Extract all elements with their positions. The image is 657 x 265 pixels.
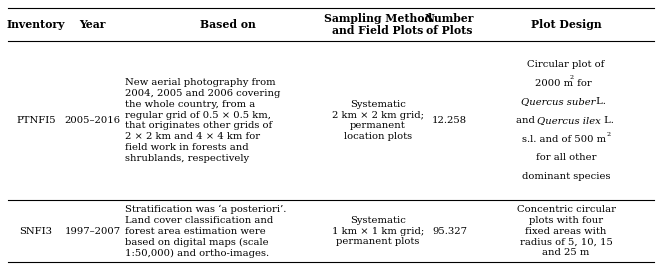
Text: Sampling Method
and Field Plots: Sampling Method and Field Plots (324, 13, 432, 36)
Text: Systematic
2 km × 2 km grid;
permanent
location plots: Systematic 2 km × 2 km grid; permanent l… (332, 100, 424, 141)
Text: 2000 m: 2000 m (535, 79, 574, 88)
Text: Based on: Based on (200, 19, 256, 30)
Text: L.: L. (593, 97, 606, 106)
Text: SNFI3: SNFI3 (19, 227, 53, 236)
Text: Quercus suber: Quercus suber (521, 97, 596, 106)
Text: for all other: for all other (535, 153, 597, 162)
Text: 2: 2 (570, 76, 574, 80)
Text: PTNFI5: PTNFI5 (16, 116, 56, 125)
Text: Number
of Plots: Number of Plots (425, 13, 474, 36)
Text: Circular plot of: Circular plot of (528, 60, 604, 69)
Text: 12.258: 12.258 (432, 116, 467, 125)
Text: Year: Year (79, 19, 106, 30)
Text: 2005–2016: 2005–2016 (64, 116, 121, 125)
Text: Systematic
1 km × 1 km grid;
permanent plots: Systematic 1 km × 1 km grid; permanent p… (332, 216, 424, 246)
Text: 2: 2 (607, 131, 611, 136)
Text: Plot Design: Plot Design (531, 19, 601, 30)
Text: L.: L. (600, 116, 614, 125)
Text: Concentric circular
plots with four
fixed areas with
radius of 5, 10, 15
and 25 : Concentric circular plots with four fixe… (516, 205, 616, 257)
Text: and: and (516, 116, 538, 125)
Text: 1997–2007: 1997–2007 (64, 227, 121, 236)
Text: Quercus ilex: Quercus ilex (537, 116, 600, 125)
Text: for: for (574, 79, 591, 88)
Text: New aerial photography from
2004, 2005 and 2006 covering
the whole country, from: New aerial photography from 2004, 2005 a… (125, 78, 280, 163)
Text: Stratification was ‘a posteriori’.
Land cover classification and
forest area est: Stratification was ‘a posteriori’. Land … (125, 205, 286, 258)
Text: Inventory: Inventory (7, 19, 65, 30)
Text: 95.327: 95.327 (432, 227, 467, 236)
Text: s.l. and of 500 m: s.l. and of 500 m (522, 135, 606, 144)
Text: dominant species: dominant species (522, 172, 610, 181)
